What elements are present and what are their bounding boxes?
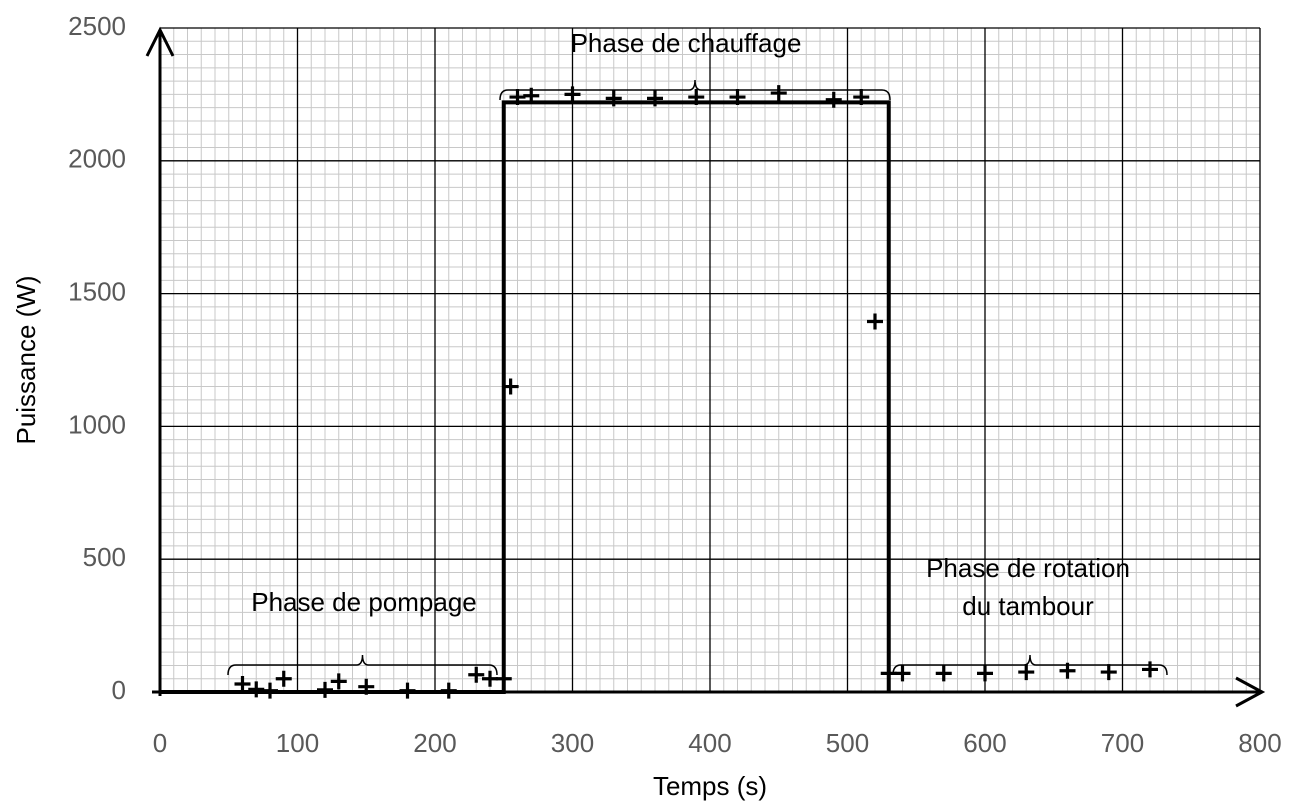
point	[880, 665, 897, 682]
point	[1018, 664, 1035, 681]
point	[647, 90, 663, 107]
point	[234, 676, 251, 693]
point	[495, 670, 512, 687]
x-tick-label: 300	[551, 728, 594, 758]
point	[564, 86, 581, 103]
point	[894, 665, 911, 682]
point	[867, 313, 883, 330]
x-tick-label: 800	[1238, 728, 1281, 758]
point	[509, 89, 526, 106]
annotation: Phase de pompage	[251, 587, 477, 617]
point	[275, 670, 292, 687]
point	[482, 670, 498, 687]
y-tick-label: 2500	[68, 11, 126, 41]
point	[1100, 664, 1117, 681]
point	[262, 682, 278, 699]
point	[729, 89, 746, 106]
point	[825, 91, 842, 108]
y-axis-label: Puissance (W)	[11, 275, 41, 444]
point	[605, 90, 622, 107]
point	[935, 665, 952, 682]
point	[688, 89, 705, 106]
x-tick-label: 0	[153, 728, 167, 758]
point	[468, 666, 485, 683]
brace	[499, 79, 891, 101]
y-tick-label: 1000	[68, 409, 126, 439]
annotation: Phase de chauffage	[571, 28, 802, 58]
annotation: du tambour	[962, 591, 1094, 621]
point	[317, 681, 333, 698]
y-tick-label: 500	[83, 542, 126, 572]
brace	[892, 654, 1168, 676]
y-tick-label: 2000	[68, 144, 126, 174]
y-axis-arrow	[145, 26, 175, 57]
point	[399, 682, 416, 699]
x-tick-label: 700	[1101, 728, 1144, 758]
x-tick-label: 100	[276, 728, 319, 758]
x-tick-label: 200	[413, 728, 456, 758]
point	[1142, 661, 1158, 678]
x-tick-label: 500	[826, 728, 869, 758]
brace	[227, 654, 498, 676]
point	[853, 89, 870, 106]
point	[770, 85, 787, 102]
x-axis-arrow	[1235, 676, 1266, 708]
point	[358, 678, 375, 695]
y-tick-label: 0	[112, 675, 126, 705]
point	[330, 673, 347, 690]
x-tick-label: 400	[688, 728, 731, 758]
step-line	[160, 100, 891, 694]
point	[502, 378, 519, 395]
point	[440, 682, 457, 699]
x-tick-label: 600	[963, 728, 1006, 758]
point	[977, 665, 993, 682]
annotation: Phase de rotation	[926, 553, 1130, 583]
y-tick-label: 1500	[68, 276, 126, 306]
point	[248, 681, 265, 698]
x-axis-label: Temps (s)	[653, 771, 767, 801]
